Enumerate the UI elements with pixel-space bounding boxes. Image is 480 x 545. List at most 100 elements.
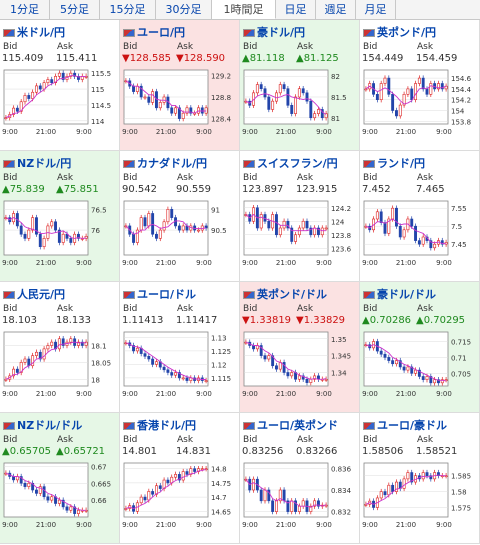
tab-1hour[interactable]: 1時間足 [212,0,276,19]
candlestick-chart[interactable]: 129.2 128.8 128.4 9:00 21:00 9:00 [122,68,238,138]
ask-label: Ask [297,304,314,314]
candle-body [151,358,155,365]
candlestick-chart[interactable]: 1.13 1.125 1.12 1.115 9:00 21:00 9:00 [122,330,238,400]
y-tick-label: 1.125 [211,348,231,356]
candle-body [38,85,42,90]
x-tick-label: 21:00 [276,259,296,267]
candle-body [305,378,309,383]
candlestick-chart[interactable]: 14.8 14.75 14.7 14.65 9:00 21:00 9:00 [122,461,238,531]
y-tick-label: 82 [331,73,340,81]
candle-body [271,100,275,110]
candle-body [61,72,65,80]
candlestick-chart[interactable]: 1.35 1.345 1.34 9:00 21:00 9:00 [242,330,358,400]
pair-title-link[interactable]: 豪ドル/ドル [363,286,436,301]
candle-body [391,360,395,365]
candle-body [259,489,263,502]
pair-title-link[interactable]: 英ポンド/ドル [243,286,327,301]
candle-body [23,95,27,103]
pair-title-link[interactable]: スイスフラン/円 [243,155,338,170]
pair-title-link[interactable]: NZドル/ドル [3,417,82,432]
pair-title-link[interactable]: ランド/円 [363,155,425,170]
candle-body [286,220,290,229]
candle-body [73,72,77,77]
tab-1min[interactable]: 1分足 [0,0,50,19]
candle-body [297,505,301,512]
candle-body [204,380,208,382]
candlestick-chart[interactable]: 124.2 124 123.8 123.6 9:00 21:00 9:00 [242,199,358,269]
currency-card: NZドル/ドル Bid Ask ▲0.65705 ▲0.65721 0.67 0.665 0.… [0,413,120,544]
candle-body [155,361,158,365]
candlestick-chart[interactable]: 154.6 154.4 154.2 154 153.8 9:00 21:00 9:00 [362,68,478,138]
candle-body [271,500,275,512]
x-tick-label: 21:00 [276,521,296,529]
x-tick-label: 9:00 [242,390,258,398]
y-tick-label: 115 [91,86,104,94]
pair-title-link[interactable]: ユーロ/英ポンド [243,417,339,432]
bid-value: 14.801 [122,446,157,457]
currency-chart-grid: 米ドル/円 Bid Ask 115.409 115.411 115.5 115 114.5 11… [0,20,480,545]
candlestick-chart[interactable]: 0.715 0.71 0.705 9:00 21:00 9:00 [362,330,478,400]
candlestick-chart[interactable]: 82 81.5 81 9:00 21:00 9:00 [242,68,358,138]
bid-value: 0.83256 [242,446,284,457]
bid-label: Bid [123,435,138,445]
bid-value: ▼1.33819 [242,315,292,326]
x-tick-label: 21:00 [36,128,56,136]
candlestick-chart[interactable]: 76.5 76 9:00 21:00 9:00 [2,199,118,269]
pair-title-link[interactable]: ユーロ/豪ドル [363,417,447,432]
x-tick-label: 9:00 [362,390,378,398]
tab-15min[interactable]: 15分足 [100,0,156,19]
candle-body [267,355,271,360]
pair-title-link[interactable]: カナダドル/円 [123,155,207,170]
candle-body [402,93,406,106]
candle-body [158,229,162,239]
candle-body [414,83,417,101]
pair-title-link[interactable]: ユーロ/円 [123,24,185,39]
candle-body [46,79,50,84]
candle-body [12,476,15,481]
candle-body [406,366,410,371]
candle-body [35,351,38,356]
flag-us-icon [3,29,15,37]
candle-body [77,341,80,346]
pair-title-link[interactable]: NZドル/円 [3,155,71,170]
pair-title-link[interactable]: 英ポンド/円 [363,24,436,39]
candle-body [429,83,433,95]
candle-body [77,233,80,239]
x-tick-label: 21:00 [396,259,416,267]
candle-body [305,92,309,102]
candle-body [61,338,65,346]
candlestick-chart[interactable]: 18.1 18.05 18 9:00 21:00 9:00 [2,330,118,400]
tab-30min[interactable]: 30分足 [156,0,212,19]
candlestick-chart[interactable]: 7.55 7.5 7.45 9:00 21:00 9:00 [362,199,478,269]
candle-body [204,107,208,114]
candlestick-chart[interactable]: 1.585 1.58 1.575 9:00 21:00 9:00 [362,461,478,531]
pair-title-link[interactable]: 豪ドル/円 [243,24,305,39]
pair-title-link[interactable]: 米ドル/円 [3,24,65,39]
bid-label: Bid [123,173,138,183]
moving-average-line [245,213,327,232]
candlestick-chart[interactable]: 0.836 0.834 0.832 9:00 21:00 9:00 [242,461,358,531]
candlestick-chart[interactable]: 0.67 0.665 0.66 9:00 21:00 9:00 [2,461,118,531]
tab-5min[interactable]: 5分足 [50,0,100,19]
candle-body [31,482,35,491]
tab-monthly[interactable]: 月足 [356,0,396,19]
candle-body [398,360,402,368]
candle-body [170,107,174,114]
pair-title-link[interactable]: 人民元/円 [3,286,65,301]
x-tick-label: 21:00 [156,259,176,267]
candle-body [69,506,73,511]
candlestick-chart[interactable]: 115.5 115 114.5 114 9:00 21:00 9:00 [2,68,118,138]
pair-title-link[interactable]: ユーロ/ドル [123,286,196,301]
x-tick-label: 9:00 [122,128,138,136]
candle-body [162,96,166,103]
x-tick-label: 9:00 [436,390,452,398]
y-tick-label: 76 [91,227,100,235]
pair-name: ユーロ/英ポンド [257,419,339,432]
candlestick-chart[interactable]: 91 90.5 9:00 21:00 9:00 [122,199,238,269]
tab-daily[interactable]: 日足 [276,0,316,19]
tab-weekly[interactable]: 週足 [316,0,356,19]
pair-title-link[interactable]: 香港ドル/円 [123,417,196,432]
candle-body [158,102,162,109]
y-tick-label: 7.45 [451,241,467,249]
y-tick-label: 114 [91,118,105,126]
